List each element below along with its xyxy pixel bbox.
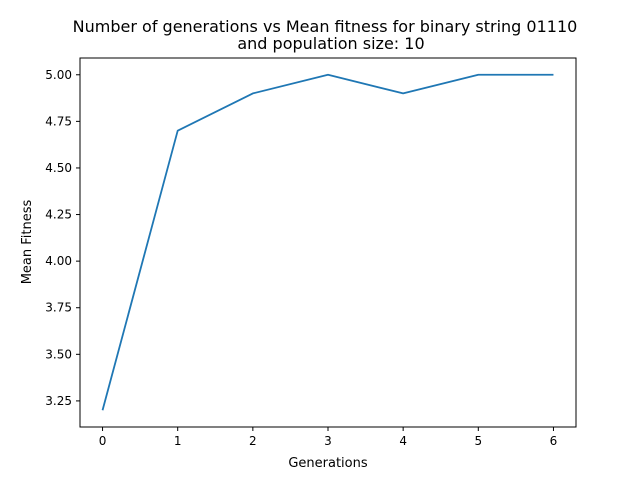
y-tick-label: 4.50 <box>45 161 72 175</box>
y-tick-label: 4.75 <box>45 114 72 128</box>
plot-frame <box>79 57 577 428</box>
x-tick-label: 2 <box>249 434 257 448</box>
chart-title-line-1: Number of generations vs Mean fitness fo… <box>73 17 578 36</box>
y-tick-label: 5.00 <box>45 68 72 82</box>
x-axis-label: Generations <box>288 456 368 471</box>
y-tick-label: 3.50 <box>45 347 72 361</box>
chart-title-line-2: and population size: 10 <box>237 34 424 53</box>
y-tick-label: 4.00 <box>45 254 72 268</box>
x-tick-label: 0 <box>99 434 107 448</box>
y-axis-label: Mean Fitness <box>20 199 35 284</box>
y-tick-label: 3.25 <box>45 394 72 408</box>
x-tick-label: 6 <box>550 434 558 448</box>
y-tick-label: 4.25 <box>45 208 72 222</box>
axes: 0 1 2 3 4 5 6 3.25 3.50 3.75 4.00 4.25 4.50 4.75 5.00 <box>45 57 577 448</box>
x-tick-label: 5 <box>474 434 482 448</box>
x-tick-label: 4 <box>399 434 407 448</box>
series-line <box>101 73 554 411</box>
x-tick-label: 1 <box>174 434 182 448</box>
y-tick-label: 3.75 <box>45 301 72 315</box>
x-tick-label: 3 <box>324 434 332 448</box>
